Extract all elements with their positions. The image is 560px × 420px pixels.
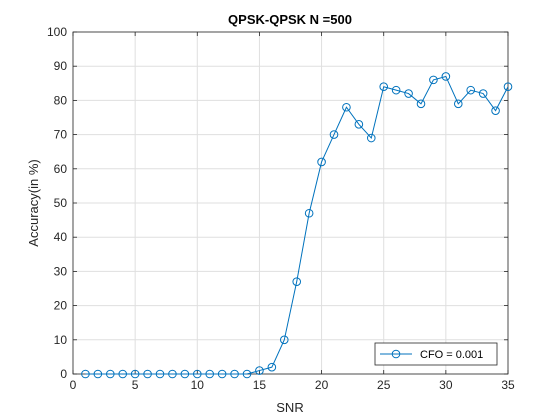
y-tick-label: 90: [54, 59, 68, 73]
data-point: [230, 369, 239, 379]
y-axis-label: Accuracy(in %): [26, 159, 41, 246]
series: [81, 72, 513, 379]
data-point: [429, 75, 438, 85]
data-point: [329, 130, 339, 139]
data-point: [391, 85, 401, 95]
data-point: [503, 82, 513, 92]
data-point: [93, 369, 103, 379]
data-point: [366, 133, 376, 143]
y-tick-label: 30: [54, 264, 68, 278]
x-tick-label: 30: [439, 378, 453, 392]
data-point: [105, 369, 115, 379]
data-point: [118, 369, 128, 379]
data-point: [466, 85, 476, 95]
x-tick-labels: 0 5 10 15 20 25 30 35: [70, 378, 515, 392]
data-point: [267, 362, 277, 372]
x-axis-label: SNR: [276, 400, 303, 415]
x-tick-label: 0: [70, 378, 77, 392]
y-tick-label: 10: [54, 333, 68, 347]
y-tick-label: 40: [54, 230, 68, 244]
data-point: [292, 277, 302, 286]
data-point: [279, 335, 289, 345]
data-point: [81, 369, 90, 379]
data-point: [155, 369, 165, 379]
data-point: [304, 208, 314, 218]
data-point: [453, 99, 463, 109]
y-tick-labels: 0 10 20 30 40 50 60 70 80 90 100: [47, 25, 67, 381]
data-point: [478, 89, 488, 98]
x-tick-label: 15: [253, 378, 267, 392]
legend-marker: [391, 349, 401, 359]
data-point: [379, 82, 389, 92]
data-point: [130, 369, 140, 379]
y-tick-label: 50: [54, 196, 68, 210]
data-point: [416, 99, 426, 109]
data-point: [168, 369, 177, 379]
x-tick-label: 20: [315, 378, 329, 392]
data-point: [354, 120, 364, 129]
data-point: [255, 366, 264, 375]
data-point: [143, 369, 152, 379]
data-point: [242, 369, 252, 379]
data-point: [404, 89, 413, 98]
data-point: [217, 369, 227, 379]
y-tick-label: 0: [60, 367, 67, 381]
data-point: [342, 102, 351, 112]
x-tick-label: 25: [377, 378, 391, 392]
y-tick-label: 20: [54, 299, 68, 313]
legend: CFO = 0.001: [374, 342, 498, 366]
data-point: [180, 369, 190, 379]
data-point: [317, 157, 326, 167]
legend-box: [374, 342, 498, 366]
x-tick-label: 10: [191, 378, 205, 392]
chart-title: QPSK-QPSK N =500: [228, 12, 352, 27]
y-tick-label: 70: [54, 128, 68, 142]
y-tick-label: 60: [54, 162, 68, 176]
data-point: [441, 72, 451, 81]
data-point: [491, 106, 500, 115]
data-point: [205, 369, 215, 379]
axes: [72, 31, 509, 375]
x-tick-label: 5: [132, 378, 139, 392]
legend-label: CFO = 0.001: [420, 349, 483, 361]
data-point: [192, 369, 202, 379]
y-tick-label: 100: [47, 25, 67, 39]
y-tick-label: 80: [54, 93, 68, 107]
x-tick-label: 35: [501, 378, 515, 392]
